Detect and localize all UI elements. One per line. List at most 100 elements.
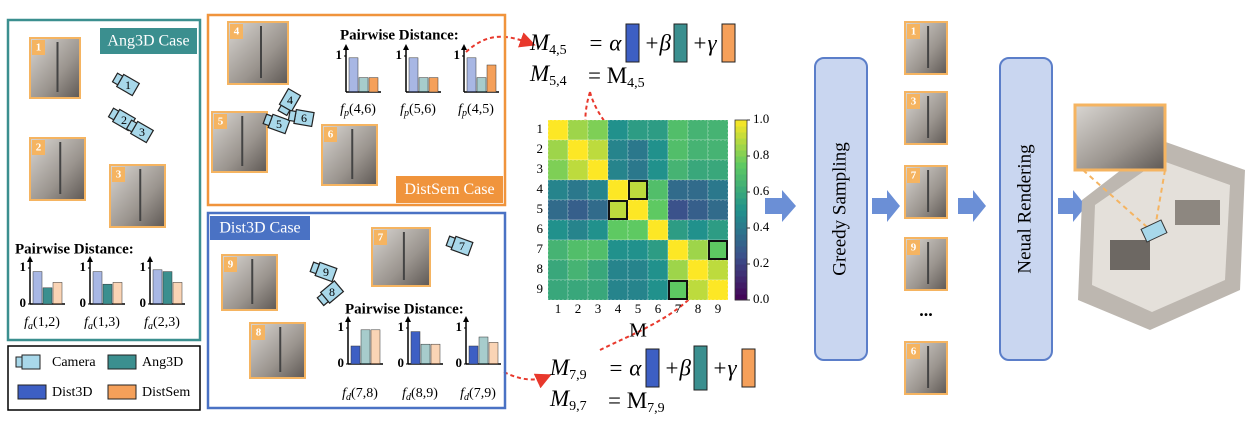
legend-label: DistSem xyxy=(142,385,190,400)
heatmap-cell xyxy=(608,280,628,300)
function-args: (5,6) xyxy=(409,102,436,117)
heatmap-cell xyxy=(688,140,708,160)
heatmap-cell xyxy=(548,200,568,220)
colorbar-segment xyxy=(735,258,747,265)
colorbar-segment xyxy=(735,162,747,169)
eq-rhs: = M xyxy=(588,63,627,88)
mini-arrowhead xyxy=(403,44,409,50)
equation: M7,9 xyxy=(549,355,587,383)
equation: M5,4 xyxy=(529,61,567,89)
photo-number: 4 xyxy=(234,26,240,38)
link-arrow xyxy=(466,37,532,52)
photo-number: 1 xyxy=(36,42,42,54)
function-args: (7,9) xyxy=(469,386,496,401)
photo-number: 2 xyxy=(36,142,42,154)
mini-tick-label: 1 xyxy=(456,319,463,334)
heatmap-row-label: 5 xyxy=(537,201,544,216)
camera-number: 7 xyxy=(459,239,465,253)
mini-tick-label: 1 xyxy=(140,259,147,274)
heatmap-cell xyxy=(588,280,608,300)
mini-bar xyxy=(421,344,430,364)
heatmap-col-label: 9 xyxy=(715,301,722,316)
eq-swatch xyxy=(674,24,687,62)
heatmap-cell xyxy=(668,140,688,160)
photo-number: 9 xyxy=(228,259,234,271)
function-args: (8,9) xyxy=(411,386,438,401)
mini-bar xyxy=(163,272,172,304)
heatmap-cell xyxy=(648,160,668,180)
step-label: Neual Rendering xyxy=(1014,144,1035,274)
mini-bar xyxy=(469,346,478,364)
figure: Ang3D Case123123Pairwise Distance:01fa(1… xyxy=(0,0,1250,421)
heatmap-cell xyxy=(668,260,688,280)
mini-bar xyxy=(411,332,420,364)
colorbar-tick-label: 0.8 xyxy=(753,147,769,162)
heatmap-cell xyxy=(548,220,568,240)
camera: 7 xyxy=(445,234,473,256)
heatmap-cell xyxy=(628,140,648,160)
photo-number: 8 xyxy=(256,327,262,339)
heatmap-cell xyxy=(608,220,628,240)
heatmap-cell xyxy=(568,160,588,180)
heatmap-cell xyxy=(668,240,688,260)
heatmap-cell xyxy=(628,180,648,200)
heatmap-row-label: 9 xyxy=(537,281,544,296)
heatmap-cell xyxy=(548,160,568,180)
scene-render xyxy=(1075,105,1245,330)
heatmap-cell xyxy=(648,240,668,260)
heatmap-col-label: 1 xyxy=(555,301,562,316)
eq-swatch xyxy=(722,24,735,62)
colorbar-segment xyxy=(735,198,747,205)
heatmap-row-label: 4 xyxy=(537,181,544,196)
colorbar-segment xyxy=(735,210,747,217)
photo-number: 5 xyxy=(218,116,224,128)
heatmap-cell xyxy=(708,280,728,300)
heatmap-row-label: 8 xyxy=(537,261,544,276)
heatmap-cell xyxy=(568,260,588,280)
mini-bar xyxy=(487,65,496,92)
eq-swatch xyxy=(626,24,639,62)
mini-tick-label: 0 xyxy=(456,355,463,370)
heatmap-cell xyxy=(608,200,628,220)
photo-number: 7 xyxy=(378,232,384,244)
heatmap-cell xyxy=(608,160,628,180)
mini-x-label: fd(7,8) xyxy=(342,386,378,403)
heatmap-cell xyxy=(648,280,668,300)
heatmap-row-label: 3 xyxy=(537,161,544,176)
heatmap-cell xyxy=(648,220,668,240)
mini-bar xyxy=(43,288,52,304)
function-args: (7,8) xyxy=(351,386,378,401)
colorbar-segment xyxy=(735,252,747,259)
mini-x-label: fp(4,5) xyxy=(458,102,494,119)
heatmap-cell xyxy=(688,260,708,280)
heatmap-cell xyxy=(708,140,728,160)
camera-number: 2 xyxy=(121,113,127,127)
mini-x-label: fa(1,3) xyxy=(84,315,120,332)
camera: 9 xyxy=(309,260,337,282)
mini-x-label: fa(1,2) xyxy=(24,315,60,332)
heatmap-cell xyxy=(648,260,668,280)
heatmap-cell xyxy=(688,180,708,200)
heatmap-col-label: 5 xyxy=(635,301,642,316)
colorbar-tick-label: 1.0 xyxy=(753,111,769,126)
heatmap-cell xyxy=(628,240,648,260)
heatmap-cell xyxy=(708,200,728,220)
heatmap-cell xyxy=(708,120,728,140)
legend-swatch xyxy=(22,355,40,369)
eq-subscript: 7,9 xyxy=(569,368,587,383)
mini-tick-label: 1 xyxy=(80,259,87,274)
heatmap-cell xyxy=(568,220,588,240)
heatmap-cell xyxy=(608,120,628,140)
mini-tick-label: 0 xyxy=(140,295,147,310)
heatmap-cell xyxy=(608,180,628,200)
mini-bar xyxy=(419,78,428,92)
mini-x-label: fd(8,9) xyxy=(402,386,438,403)
colorbar-segment xyxy=(735,222,747,229)
mini-x-label: fd(7,9) xyxy=(460,386,496,403)
photo-number: 1 xyxy=(911,26,917,38)
eq-swatch xyxy=(646,349,659,387)
eq-term: = α xyxy=(608,355,642,380)
mini-tick-label: 1 xyxy=(338,319,345,334)
heatmap-cell xyxy=(628,220,648,240)
legend-swatch xyxy=(16,357,22,367)
